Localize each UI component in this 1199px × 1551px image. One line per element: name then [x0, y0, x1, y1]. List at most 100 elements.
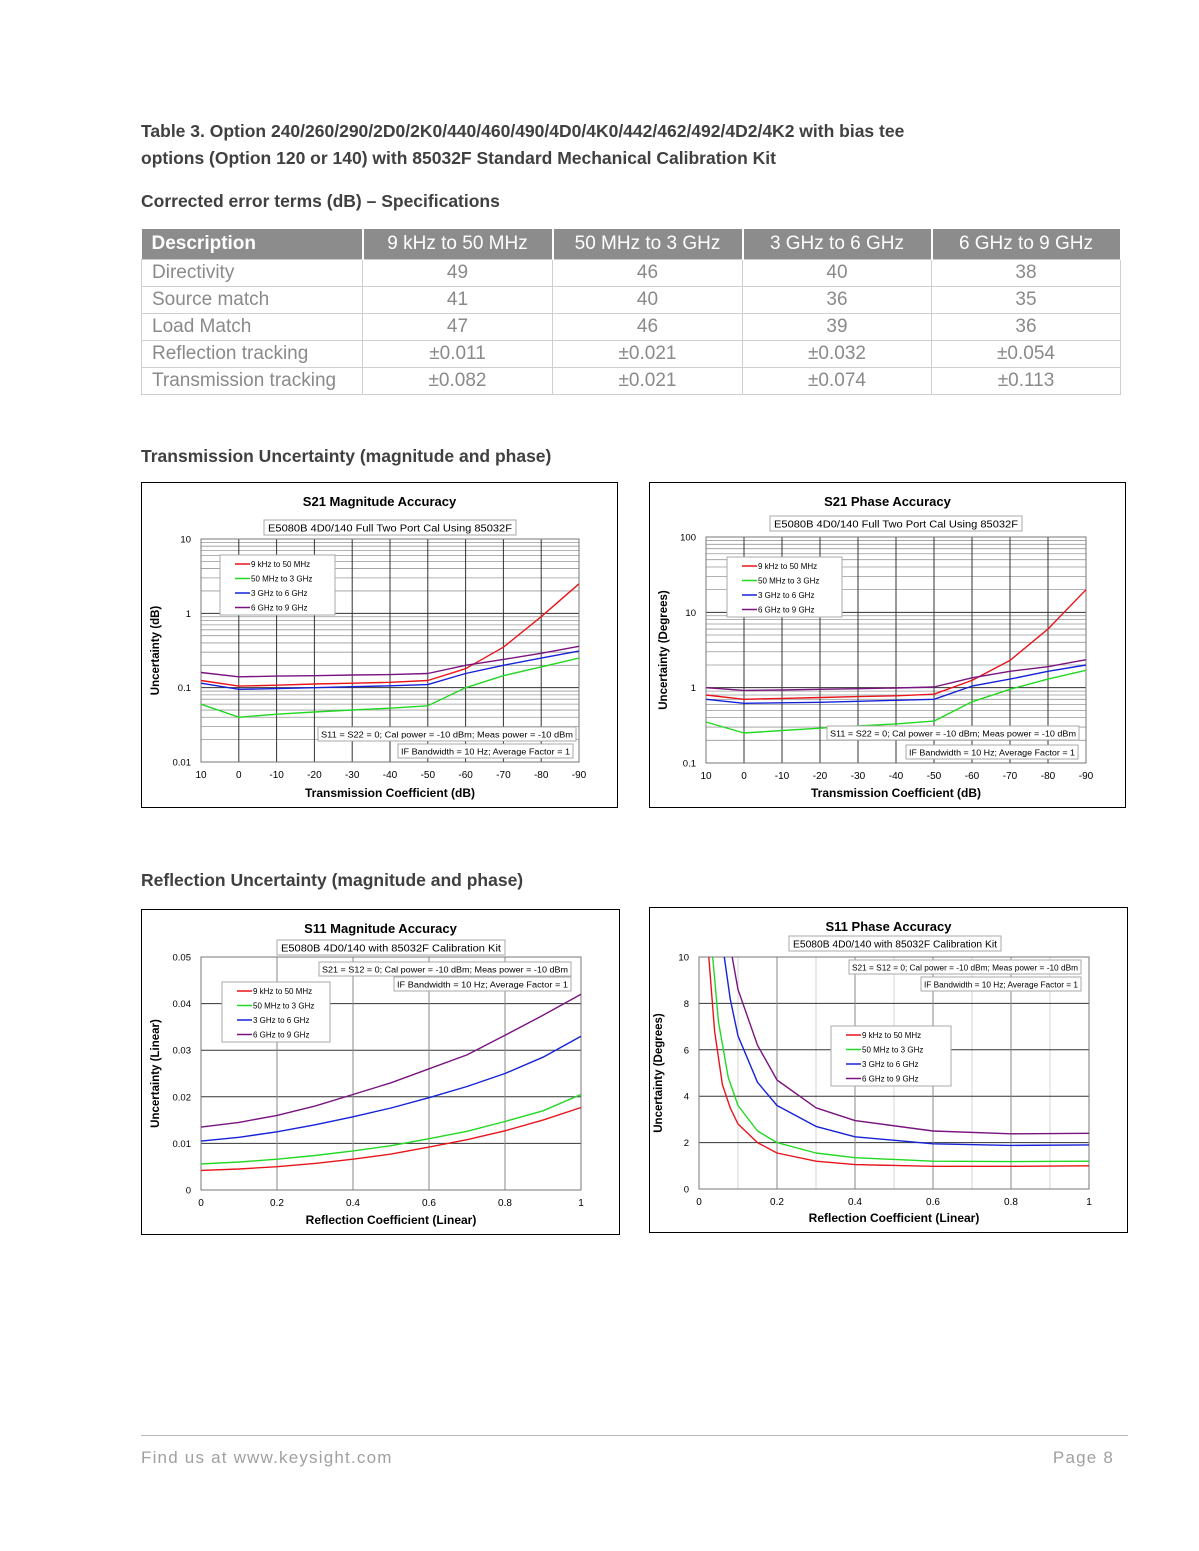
cell-value: 38: [931, 259, 1121, 287]
x-tick-label: -90: [1079, 771, 1094, 782]
row-label: Directivity: [141, 259, 363, 287]
note-box: [920, 976, 1082, 992]
chart-subtitle: E5080B 4D0/140 with 85032F Calibration K…: [793, 940, 997, 951]
cell-value: 39: [742, 313, 932, 341]
series-line: [705, 664, 1087, 704]
cell-value: 36: [931, 313, 1121, 341]
x-axis-label: Reflection Coefficient (Linear): [809, 1211, 980, 1225]
legend-label: 3 GHz to 6 GHz: [862, 1060, 918, 1069]
s11-magnitude-chart: 0 0.01 0.02 0.03 0.04 0.05 0 0.2 0.4 0.6 0.8 1 S11 M…: [141, 909, 620, 1235]
x-tick-label: 0.2: [770, 1197, 784, 1208]
legend-label: 50 MHz to 3 GHz: [251, 575, 312, 584]
legend-label: 50 MHz to 3 GHz: [253, 1002, 314, 1011]
table-row: Source match 41 40 36 35: [141, 286, 1121, 314]
x-tick-label: -80: [1041, 771, 1056, 782]
subtitle-box: [276, 939, 506, 956]
table-row: Transmission tracking ±0.082 ±0.021 ±0.074 ±…: [141, 367, 1121, 395]
x-tick-label: -70: [1003, 771, 1018, 782]
x-tick-label: 0.8: [1004, 1197, 1018, 1208]
column-header: 6 GHz to 9 GHz: [931, 229, 1122, 260]
x-tick-label: 1: [1086, 1197, 1092, 1208]
series-line: [705, 669, 1087, 734]
s21-phase-chart: 0.1 1 10 100 10 0 -10 -20 -30 -40 -50 -60 -70 -80 -90 S…: [649, 482, 1126, 808]
plot-area: [705, 536, 1087, 764]
series-line: [723, 956, 1090, 1147]
x-tick-label: -20: [813, 771, 828, 782]
y-axis-label: Uncertainty (Degrees): [653, 1013, 665, 1133]
series-line: [708, 956, 1090, 1167]
x-axis-label: Transmission Coefficient (dB): [305, 786, 475, 800]
cell-value: ±0.021: [552, 367, 743, 395]
y-axis-label: Uncertainty (Degrees): [658, 590, 670, 710]
chart-title: S11 Phase Accuracy: [826, 919, 953, 934]
note-box: [848, 959, 1082, 975]
cell-value: ±0.082: [362, 367, 553, 395]
legend-label: 50 MHz to 3 GHz: [758, 577, 819, 586]
chart-note: IF Bandwidth = 10 Hz; Average Factor = 1: [909, 749, 1076, 758]
page-number: Page 8: [1052, 1448, 1114, 1467]
row-label: Reflection tracking: [141, 340, 363, 368]
y-tick-label: 0: [684, 1185, 689, 1196]
chart-note: IF Bandwidth = 10 Hz; Average Factor = 1: [924, 981, 1079, 990]
x-tick-label: 0.8: [498, 1198, 512, 1209]
chart-note: IF Bandwidth = 10 Hz; Average Factor = 1: [397, 981, 569, 990]
chart-note: S21 = S12 = 0; Cal power = -10 dBm; Meas…: [322, 966, 568, 975]
legend-box: [221, 981, 331, 1043]
chart-note: IF Bandwidth = 10 Hz; Average Factor = 1: [401, 748, 571, 757]
cell-value: 36: [742, 286, 932, 314]
y-tick-label: 0.04: [173, 999, 192, 1010]
legend-label: 3 GHz to 6 GHz: [251, 589, 307, 598]
chart-note: S21 = S12 = 0; Cal power = -10 dBm; Meas…: [852, 964, 1078, 973]
y-tick-label: 2: [684, 1138, 689, 1149]
y-tick-label: 0.1: [178, 683, 191, 694]
chart-note: S11 = S22 = 0; Cal power = -10 dBm; Meas…: [321, 731, 573, 740]
series-line: [200, 645, 580, 678]
x-tick-label: 0.6: [926, 1197, 940, 1208]
y-tick-label: 0.01: [173, 1139, 192, 1150]
x-tick-label: 0.2: [270, 1198, 284, 1209]
x-tick-label: -90: [572, 770, 587, 781]
chart-title: S21 Magnitude Accuracy: [303, 494, 457, 509]
chart-svg: 0 0.01 0.02 0.03 0.04 0.05 0 0.2 0.4 0.6 0.8 1 S11 M…: [150, 921, 584, 1227]
y-axis-label: Uncertainty (Linear): [150, 1019, 162, 1128]
x-tick-label: -50: [927, 771, 942, 782]
series-line: [731, 956, 1090, 1135]
subtitle-box: [788, 935, 1002, 952]
footer-divider: [141, 1435, 1128, 1436]
x-axis-label: Transmission Coefficient (dB): [811, 786, 981, 800]
x-tick-label: -70: [496, 770, 511, 781]
x-tick-label: -20: [307, 770, 322, 781]
x-tick-label: 0.4: [848, 1197, 862, 1208]
cell-value: 46: [552, 313, 743, 341]
column-header: 3 GHz to 6 GHz: [742, 229, 933, 260]
note-box: [317, 726, 577, 742]
subtitle-box: [769, 515, 1023, 532]
x-tick-label: 0: [236, 770, 242, 781]
footer-website-link[interactable]: Find us at www.keysight.com: [141, 1448, 393, 1467]
table-subheading: Corrected error terms (dB) – Specificati…: [141, 191, 500, 211]
y-tick-label: 10: [685, 608, 696, 619]
cell-value: ±0.074: [742, 367, 932, 395]
legend-label: 6 GHz to 9 GHz: [251, 604, 307, 613]
error-terms-table: Description 9 kHz to 50 MHz 50 MHz to 3 …: [141, 229, 1122, 395]
x-tick-label: 10: [195, 770, 207, 781]
x-tick-label: 1: [578, 1198, 584, 1209]
cell-value: 40: [742, 259, 932, 287]
legend-label: 6 GHz to 9 GHz: [862, 1075, 918, 1084]
y-tick-label: 4: [684, 1092, 689, 1103]
cell-value: 40: [552, 286, 743, 314]
x-tick-label: 0: [198, 1198, 204, 1209]
legend-label: 9 kHz to 50 MHz: [253, 987, 312, 996]
x-tick-label: 0.4: [346, 1198, 360, 1209]
series-line: [200, 1093, 582, 1165]
note-box: [397, 743, 574, 759]
y-tick-label: 0.01: [173, 758, 192, 769]
y-tick-label: 10: [678, 953, 689, 964]
cell-value: 46: [552, 259, 743, 287]
cell-value: 47: [362, 313, 553, 341]
column-header: 9 kHz to 50 MHz: [362, 229, 554, 260]
row-label: Source match: [141, 286, 363, 314]
s21-magnitude-chart: 0.01 0.1 1 10 10 0 -10 -20 -30 -40 -50 -60 -70 -80 -90…: [141, 482, 618, 808]
x-tick-label: 10: [700, 771, 712, 782]
cell-value: ±0.032: [742, 340, 932, 368]
